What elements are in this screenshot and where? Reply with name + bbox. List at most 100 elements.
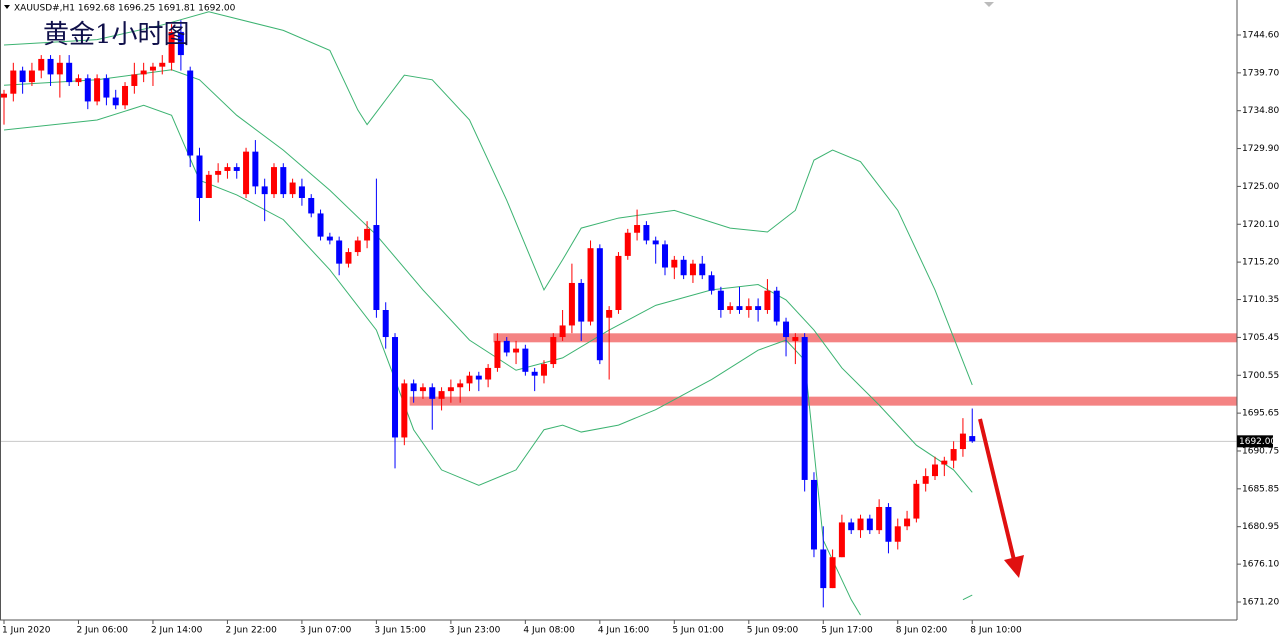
last-price-label: 1692.00 <box>1239 437 1276 447</box>
x-tick-label: 3 Jun 07:00 <box>300 626 352 636</box>
candle-body <box>373 225 380 310</box>
candle-body <box>689 263 696 276</box>
candle-body <box>280 167 287 195</box>
candle-body <box>298 186 305 198</box>
candle-body <box>10 70 17 94</box>
candle-body <box>866 518 873 531</box>
candle-body <box>894 526 901 542</box>
x-tick-label: 2 Jun 14:00 <box>151 626 203 636</box>
y-tick-label: 1705.45 <box>1242 333 1279 343</box>
menu-triangle[interactable] <box>4 5 10 9</box>
y-tick-label: 1739.70 <box>1242 68 1279 78</box>
candle-body <box>969 436 976 442</box>
candle-body <box>913 483 920 519</box>
candle-body <box>149 66 156 71</box>
x-tick-label: 3 Jun 23:00 <box>449 626 501 636</box>
candle-body <box>550 337 557 365</box>
x-tick-label: 4 Jun 16:00 <box>598 626 650 636</box>
candle-body <box>75 78 82 83</box>
candle-body <box>671 259 678 268</box>
candle-body <box>317 213 324 237</box>
candle-body <box>336 240 343 264</box>
candle-body <box>736 306 743 310</box>
candle-body <box>755 306 762 310</box>
candle-body <box>392 337 399 438</box>
candle-body <box>764 290 771 310</box>
arrow-shaft <box>978 418 1016 561</box>
candle-body <box>94 78 101 102</box>
candle-body <box>745 306 752 310</box>
candle-body <box>410 383 417 392</box>
candle-body <box>168 31 175 63</box>
candle-body <box>131 74 138 86</box>
y-tick-label: 1734.80 <box>1242 106 1279 116</box>
y-tick-label: 1690.75 <box>1242 446 1279 456</box>
candle-body <box>159 62 166 67</box>
candle-body <box>587 248 594 322</box>
resistance-zone <box>409 396 1237 406</box>
y-tick-label: 1671.20 <box>1242 598 1279 608</box>
candle-body <box>243 151 250 195</box>
candle-body <box>531 371 538 376</box>
candle-body <box>84 78 91 102</box>
candle-body <box>773 290 780 322</box>
y-tick-label: 1676.10 <box>1242 560 1279 570</box>
candle-body <box>308 197 315 214</box>
candle-body <box>680 259 687 276</box>
candle-body <box>717 290 724 310</box>
candle-body <box>727 306 734 310</box>
candle-body <box>783 321 790 338</box>
candle-body <box>596 248 603 361</box>
candle-body <box>419 387 426 392</box>
candle-body <box>354 240 361 253</box>
candle-body <box>494 340 501 368</box>
y-tick-label: 1715.20 <box>1242 258 1279 268</box>
candle-body <box>662 244 669 268</box>
candle-body <box>513 348 520 353</box>
candle-body <box>838 522 845 558</box>
candle-body <box>38 58 45 71</box>
candle-body <box>578 282 585 322</box>
candle-body <box>252 151 259 187</box>
x-tick-label: 3 Jun 15:00 <box>374 626 426 636</box>
candle-body <box>466 375 473 384</box>
candle-body <box>606 310 613 318</box>
x-tick-label: 2 Jun 06:00 <box>76 626 128 636</box>
candle-body <box>922 476 929 484</box>
candle-body <box>615 255 622 310</box>
chart-title: 黄金1小时图 <box>43 20 190 50</box>
candle-body <box>904 518 911 527</box>
candle-body <box>634 225 641 233</box>
candle-body <box>364 228 371 241</box>
candle-body <box>876 506 883 531</box>
candle-body <box>801 337 808 480</box>
y-tick-label: 1680.95 <box>1242 522 1279 532</box>
y-tick-label: 1720.10 <box>1242 220 1279 230</box>
candle-body <box>270 167 277 195</box>
x-tick-label: 8 Jun 10:00 <box>970 626 1022 636</box>
bollinger-band <box>3 11 973 386</box>
candle-body <box>857 518 864 531</box>
candle-body <box>708 275 715 291</box>
bollinger-band <box>3 104 973 616</box>
x-tick-label: 5 Jun 09:00 <box>747 626 799 636</box>
header: XAUUSD#,H1 1692.68 1696.25 1691.81 1692.… <box>14 4 236 14</box>
candle-body <box>624 232 631 256</box>
x-tick-label: 4 Jun 08:00 <box>523 626 575 636</box>
candle-body <box>205 174 212 198</box>
candle-body <box>345 252 352 264</box>
candle-body <box>559 325 566 338</box>
candle-body <box>47 58 54 75</box>
plot-layer <box>0 11 1237 616</box>
candle-body <box>503 340 510 353</box>
candle-body <box>848 522 855 531</box>
candle-body <box>187 70 194 156</box>
candle-body <box>401 383 408 438</box>
candle-body <box>19 70 26 83</box>
y-tick-label: 1744.60 <box>1242 30 1279 40</box>
candle-body <box>382 310 389 338</box>
candle-body <box>643 225 650 241</box>
candle-body <box>429 387 436 399</box>
candle-body <box>224 167 231 171</box>
x-tick-label: 5 Jun 01:00 <box>672 626 724 636</box>
